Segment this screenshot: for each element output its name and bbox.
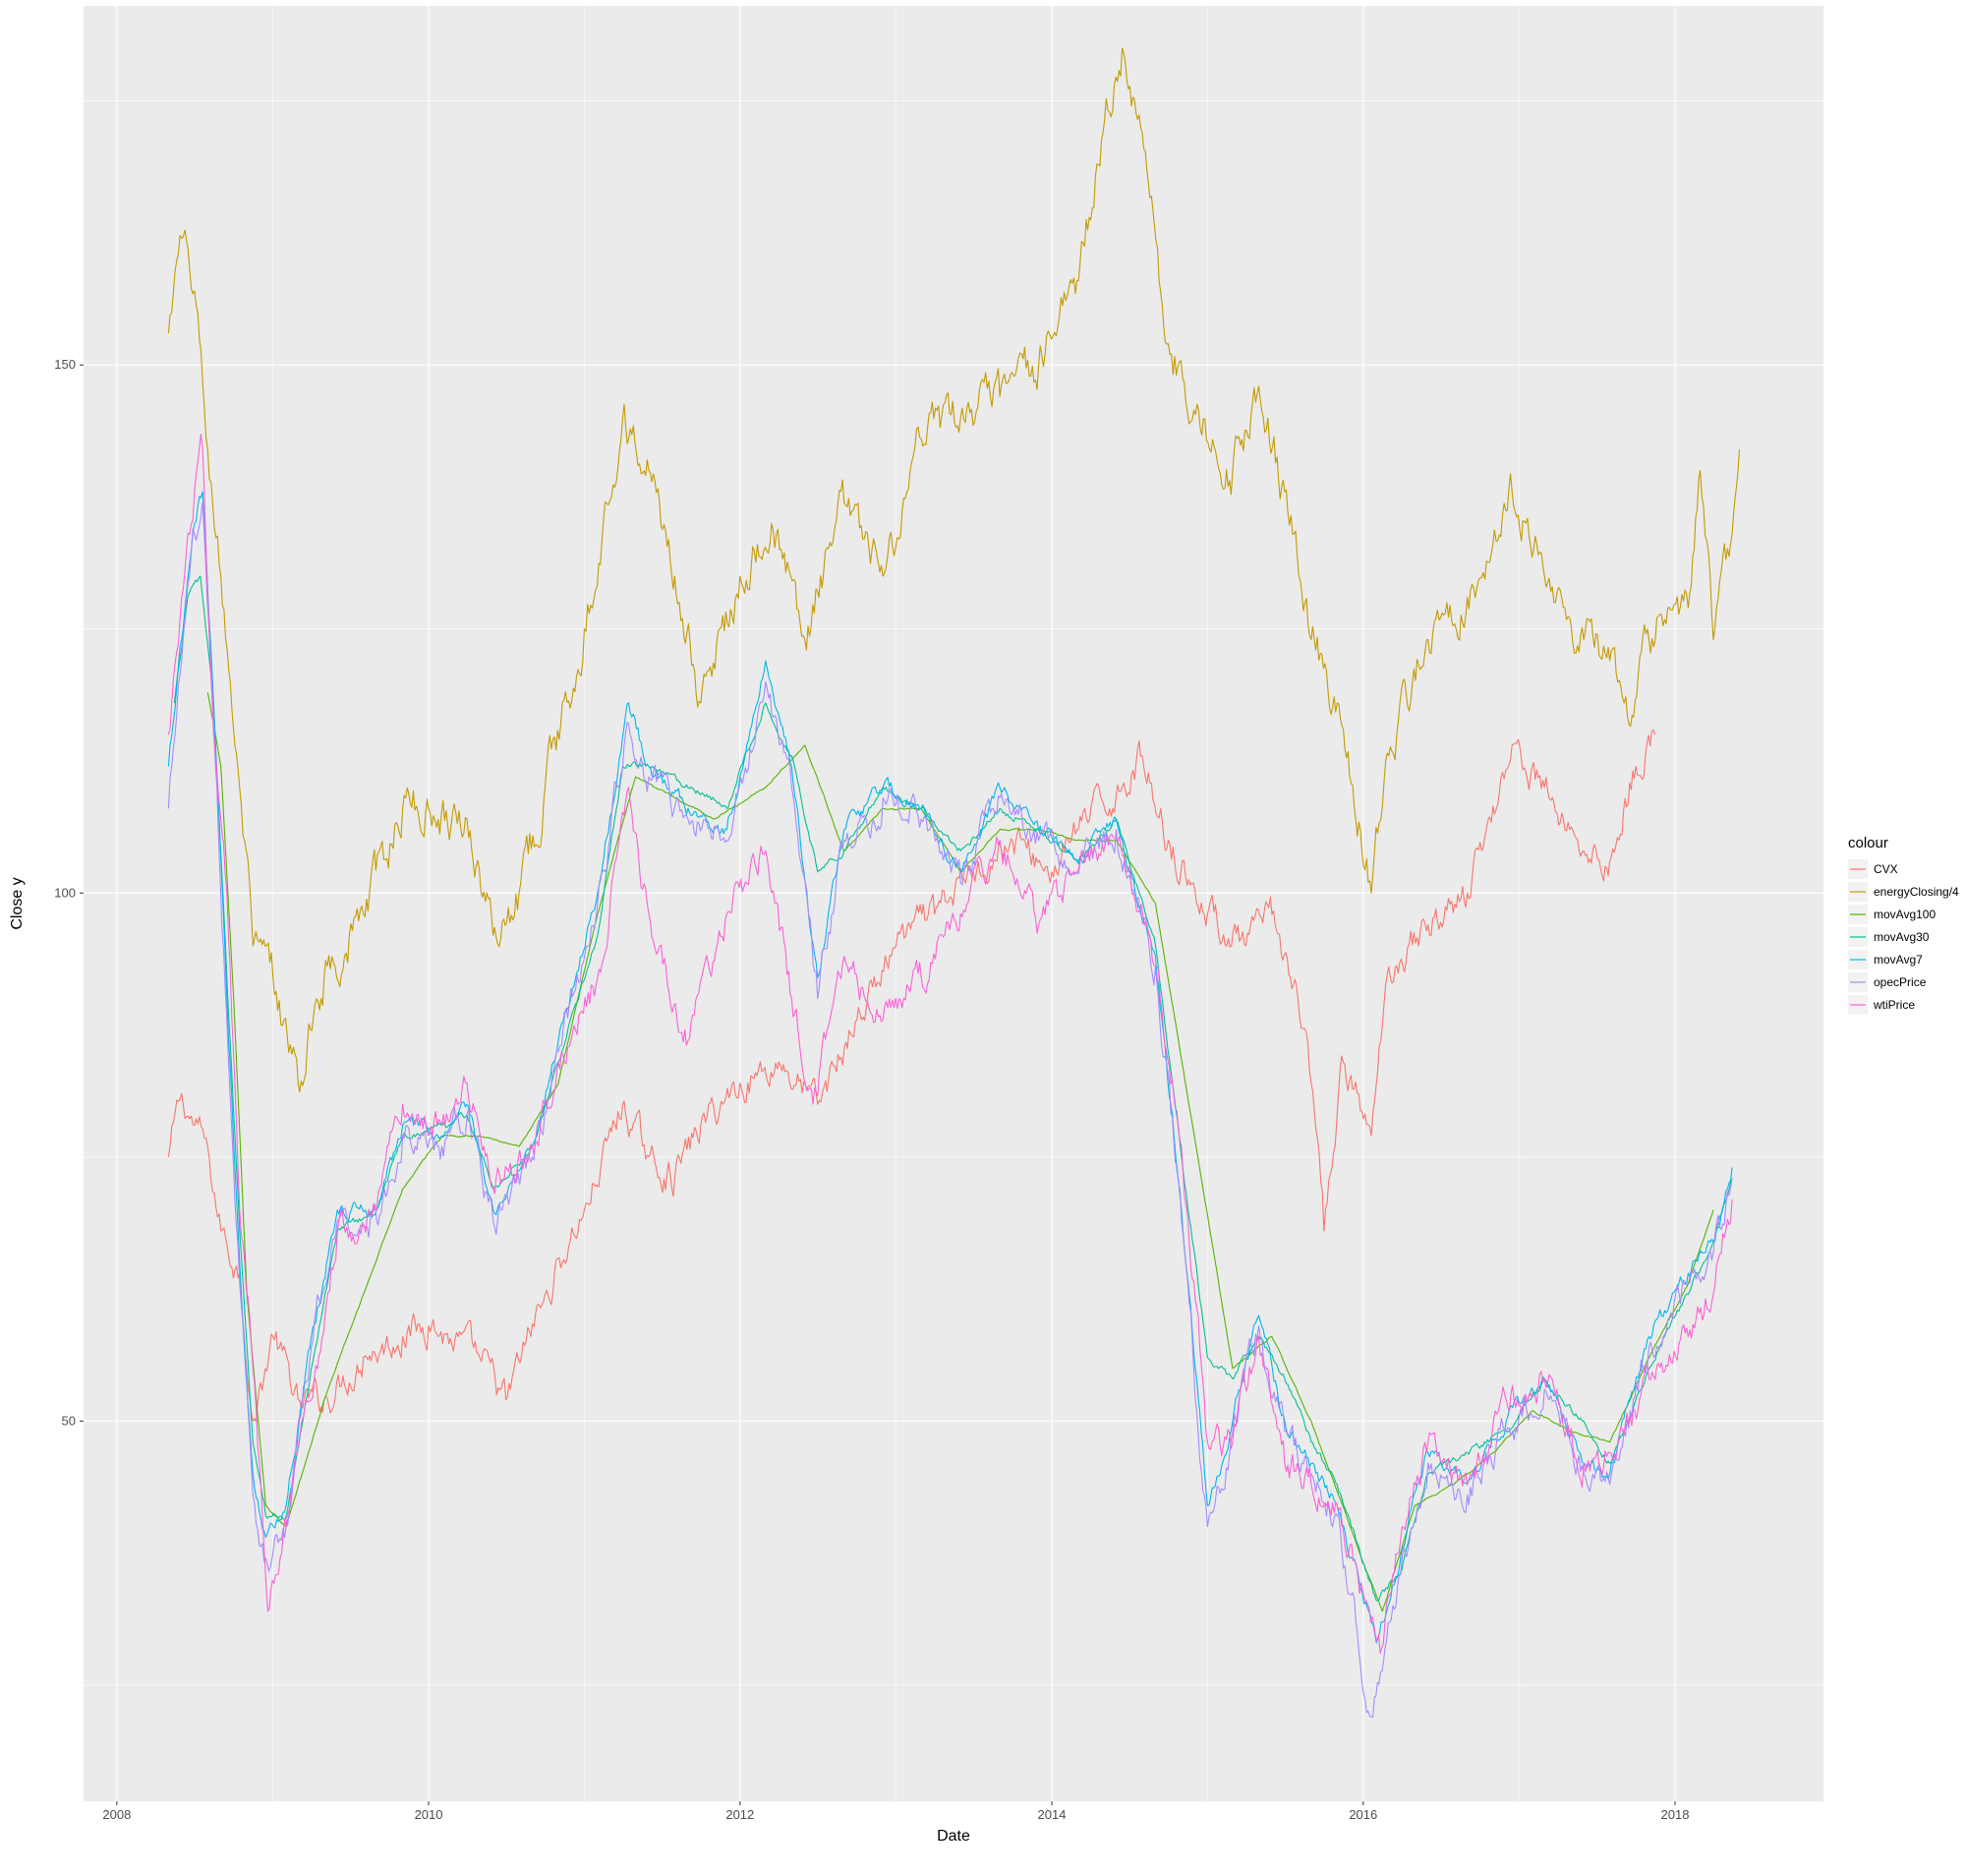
legend-label-energyclosing-4: energyClosing/4 xyxy=(1874,885,1959,899)
x-tick-label: 2014 xyxy=(1038,1807,1067,1822)
legend-label-opecprice: opecPrice xyxy=(1874,975,1927,989)
legend-label-movavg30: movAvg30 xyxy=(1874,930,1930,944)
series-lines xyxy=(167,47,1741,1719)
y-axis-title: Close y xyxy=(9,877,26,929)
legend-label-cvx: CVX xyxy=(1874,862,1898,876)
x-tick-label: 2010 xyxy=(415,1807,443,1822)
y-tick-label: 150 xyxy=(54,357,76,372)
legend: colour CVX energyClosing/4 movAvg100 movAvg… xyxy=(1848,835,1959,1015)
legend-label-wtiprice: wtiPrice xyxy=(1873,998,1915,1012)
y-tick-label: 100 xyxy=(54,885,76,900)
legend-title: colour xyxy=(1848,835,1888,851)
series-line-cvx xyxy=(167,729,1656,1423)
x-axis-title: Date xyxy=(937,1828,970,1845)
x-tick-label: 2008 xyxy=(102,1807,131,1822)
x-tick-label: 2012 xyxy=(725,1807,754,1822)
x-tick-label: 2016 xyxy=(1349,1807,1377,1822)
axis-ticks: 50 100 150 2008 2010 2012 2014 2016 2018 xyxy=(54,357,1689,1822)
series-line-energyclosing-4 xyxy=(167,47,1741,1093)
x-tick-label: 2018 xyxy=(1661,1807,1690,1822)
grid-lines xyxy=(84,6,1823,1801)
legend-label-movavg7: movAvg7 xyxy=(1874,953,1923,967)
y-tick-label: 50 xyxy=(62,1413,76,1428)
series-line-movavg30 xyxy=(173,575,1733,1602)
legend-label-movavg100: movAvg100 xyxy=(1874,908,1936,921)
series-line-wtiprice xyxy=(167,434,1733,1655)
